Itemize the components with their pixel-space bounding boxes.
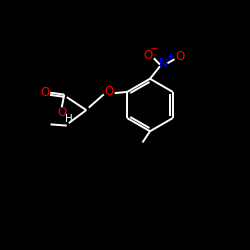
Text: +: + bbox=[166, 52, 173, 61]
Text: O: O bbox=[40, 86, 50, 99]
Text: O: O bbox=[144, 49, 153, 62]
Text: −: − bbox=[150, 44, 159, 54]
Text: O: O bbox=[105, 86, 114, 98]
Text: O: O bbox=[176, 50, 184, 63]
Text: H: H bbox=[65, 114, 73, 124]
Text: N: N bbox=[160, 57, 168, 70]
Text: O: O bbox=[57, 106, 66, 119]
